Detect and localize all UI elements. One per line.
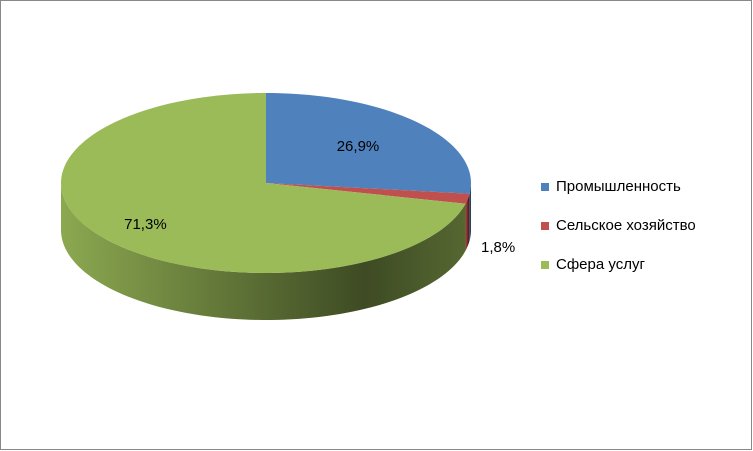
side-shade	[61, 183, 466, 320]
slice	[266, 183, 470, 204]
legend-label: Сфера услуг	[556, 256, 645, 273]
legend-swatch	[541, 183, 549, 191]
data-label: 1,8%	[481, 239, 515, 256]
legend-swatch	[541, 261, 549, 269]
data-label: 26,9%	[337, 138, 380, 155]
legend-swatch	[541, 222, 549, 230]
legend-label: Сельское хозяйство	[556, 217, 696, 234]
slice	[266, 93, 471, 194]
side-shade	[469, 183, 471, 241]
side-shade	[465, 193, 470, 251]
slice	[61, 93, 466, 273]
data-label: 71,3%	[124, 216, 167, 233]
legend-label: Промышленность	[556, 178, 681, 195]
